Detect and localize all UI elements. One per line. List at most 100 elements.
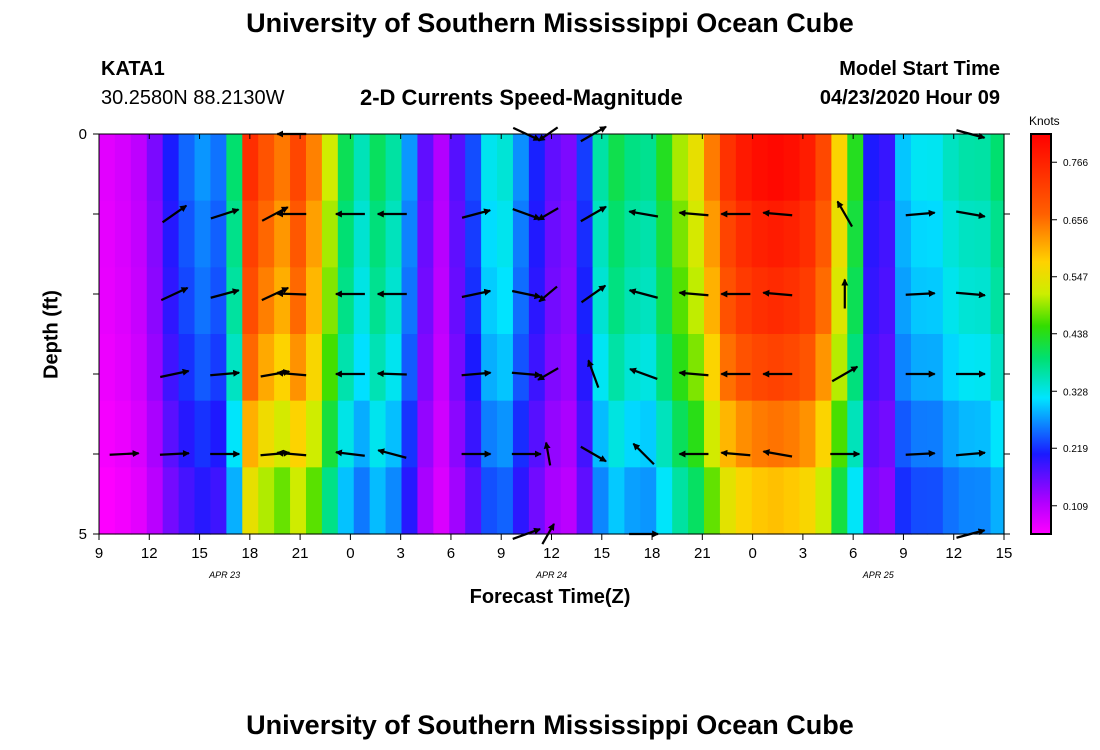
heatmap-cell bbox=[767, 400, 785, 468]
heatmap-cell bbox=[290, 267, 307, 335]
heatmap-cell bbox=[242, 400, 259, 468]
heatmap-cell bbox=[783, 134, 801, 202]
heatmap-cell bbox=[910, 400, 928, 468]
date-label: APR 24 bbox=[535, 570, 567, 580]
heatmap-cell bbox=[974, 467, 992, 535]
chart-subtitle: 2-D Currents Speed-Magnitude bbox=[360, 85, 683, 110]
heatmap-cell bbox=[926, 334, 944, 402]
heatmap-cell bbox=[401, 467, 419, 535]
heatmap-cell bbox=[592, 267, 610, 335]
current-vector-arrow bbox=[632, 442, 655, 466]
heatmap-cell bbox=[799, 134, 817, 202]
current-vector-arrow bbox=[511, 371, 542, 379]
heatmap-cell bbox=[242, 334, 259, 402]
heatmap-cell bbox=[274, 334, 291, 402]
heatmap-cell bbox=[305, 134, 323, 202]
heatmap-cell bbox=[210, 200, 227, 268]
heatmap-cell bbox=[385, 467, 403, 535]
heatmap-cell bbox=[624, 134, 641, 202]
heatmap-cell bbox=[226, 134, 243, 202]
heatmap-cell bbox=[305, 467, 323, 535]
heatmap-cell bbox=[767, 467, 785, 535]
current-vector-arrow bbox=[628, 288, 658, 299]
heatmap-cell bbox=[783, 400, 801, 468]
heatmap-cell bbox=[672, 267, 689, 335]
x-tick-label: 3 bbox=[799, 545, 807, 562]
heatmap-cell bbox=[130, 467, 148, 535]
current-vector-arrow bbox=[210, 369, 241, 377]
current-vector-arrow bbox=[159, 450, 190, 458]
heatmap-cell bbox=[863, 334, 880, 402]
heatmap-cell bbox=[512, 467, 530, 535]
colorbar-tick-label: 0.328 bbox=[1063, 387, 1088, 398]
heatmap-cell bbox=[735, 400, 753, 468]
heatmap-cell bbox=[942, 267, 960, 335]
heatmap-cell bbox=[162, 334, 180, 402]
current-vector-arrow bbox=[905, 450, 936, 458]
heatmap-cell bbox=[417, 134, 434, 202]
heatmap-cell bbox=[114, 400, 132, 468]
heatmap-cell bbox=[130, 267, 148, 335]
heatmap-cell bbox=[146, 267, 164, 335]
heatmap-cell bbox=[910, 200, 928, 268]
heatmap-cell bbox=[783, 200, 801, 268]
x-tick-label: 18 bbox=[644, 545, 661, 562]
model-start-label: Model Start Time bbox=[839, 58, 1000, 80]
heatmap-cell bbox=[656, 200, 673, 268]
heatmap-cell bbox=[576, 400, 594, 468]
heatmap-cell bbox=[719, 134, 737, 202]
heatmap-cell bbox=[465, 267, 482, 335]
heatmap-cell bbox=[178, 134, 196, 202]
heatmap-cell bbox=[274, 400, 291, 468]
heatmap-cell bbox=[863, 134, 880, 202]
heatmap-cell bbox=[863, 400, 880, 468]
heatmap-cell bbox=[114, 267, 132, 335]
footer-title: University of Southern Mississippi Ocean… bbox=[246, 710, 854, 740]
station-id: KATA1 bbox=[101, 58, 165, 80]
heatmap-cell bbox=[114, 134, 132, 202]
heatmap-cell bbox=[385, 200, 403, 268]
heatmap-cell bbox=[672, 200, 689, 268]
heatmap-cell bbox=[576, 134, 594, 202]
heatmap-cell bbox=[974, 334, 992, 402]
heatmap-cell bbox=[258, 400, 275, 468]
date-label: APR 25 bbox=[862, 570, 895, 580]
heatmap-cell bbox=[497, 267, 514, 335]
heatmap-cell bbox=[162, 400, 180, 468]
heatmap-cell bbox=[640, 200, 657, 268]
heatmap-cell bbox=[783, 334, 801, 402]
heatmap-cell bbox=[560, 467, 578, 535]
heatmap-cell bbox=[194, 334, 212, 402]
heatmap-cell bbox=[815, 134, 832, 202]
heatmap-cell bbox=[560, 400, 578, 468]
heatmap-cell bbox=[672, 400, 689, 468]
heatmap-cell bbox=[719, 267, 737, 335]
heatmap-cell bbox=[99, 467, 116, 535]
heatmap-cell bbox=[958, 200, 976, 268]
heatmap-cell bbox=[369, 467, 387, 535]
heatmap-cell bbox=[194, 200, 212, 268]
heatmap-cell bbox=[305, 400, 323, 468]
heatmap-cell bbox=[831, 200, 848, 268]
heatmap-cell bbox=[465, 134, 482, 202]
heatmap-cell bbox=[719, 334, 737, 402]
heatmap-cell bbox=[879, 134, 896, 202]
x-tick-label: 0 bbox=[346, 545, 354, 562]
heatmap-cell bbox=[481, 200, 498, 268]
heatmap-cell bbox=[958, 334, 976, 402]
heatmap-cell bbox=[926, 467, 944, 535]
heatmap-cell bbox=[926, 400, 944, 468]
heatmap-cell bbox=[114, 334, 132, 402]
heatmap-cell bbox=[417, 200, 434, 268]
heatmap-cell bbox=[401, 334, 419, 402]
heatmap-cell bbox=[210, 400, 227, 468]
heatmap-cell bbox=[799, 267, 817, 335]
current-vector-arrow bbox=[461, 288, 492, 299]
heatmap-cell bbox=[688, 467, 705, 535]
heatmap-cell bbox=[146, 200, 164, 268]
heatmap-cell bbox=[528, 134, 546, 202]
current-vector-arrow bbox=[580, 205, 607, 223]
current-vector-arrow bbox=[376, 370, 407, 378]
heatmap-cell bbox=[321, 267, 339, 335]
heatmap-cell bbox=[528, 267, 546, 335]
